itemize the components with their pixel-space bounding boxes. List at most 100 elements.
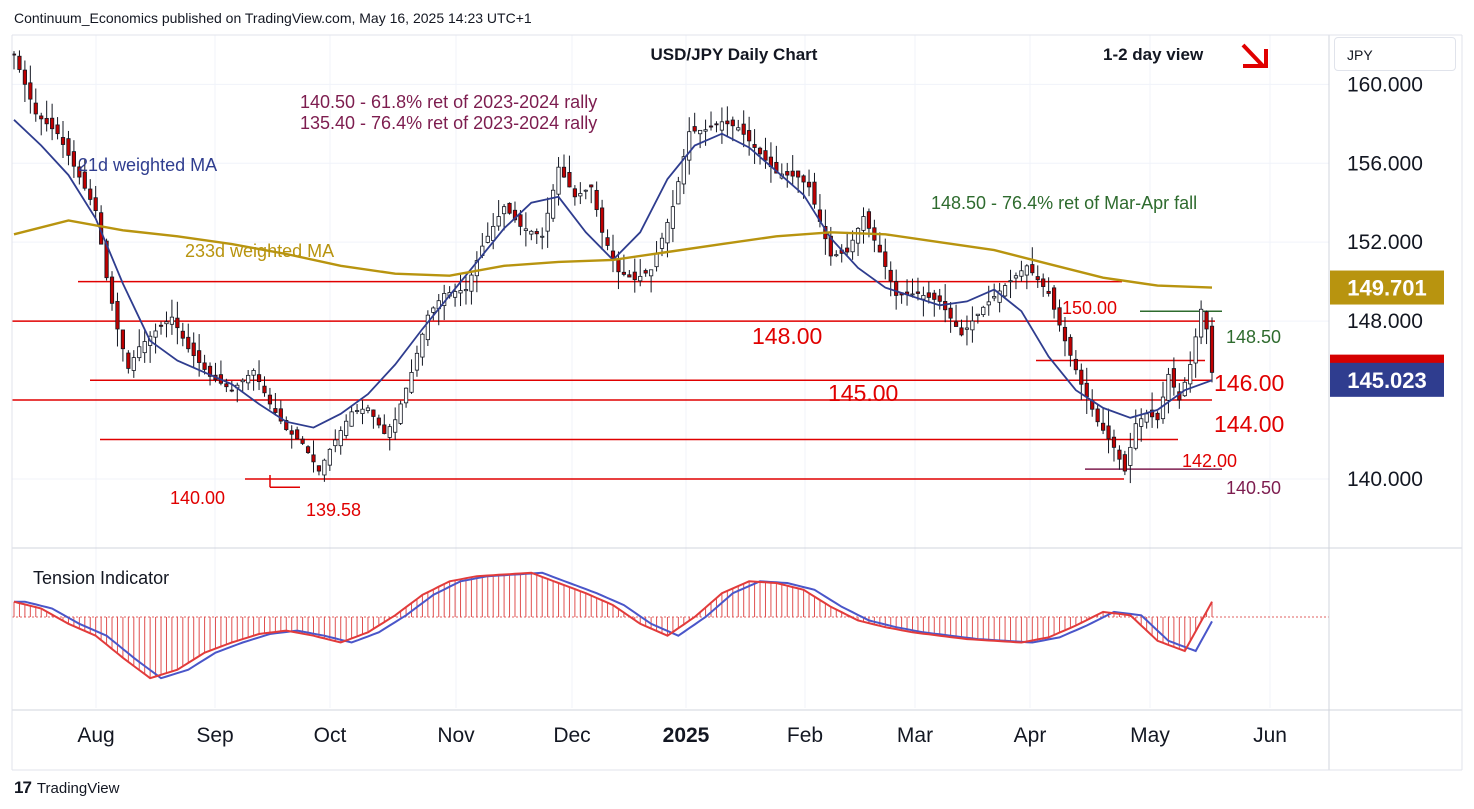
candle-body: [1150, 409, 1155, 418]
level-150-label: 150.00: [1062, 298, 1117, 318]
y-tick-label: 156.000: [1347, 152, 1423, 175]
candle-body: [142, 341, 147, 354]
candle-body: [986, 301, 991, 306]
candle-body: [409, 371, 414, 393]
candle-body: [583, 189, 588, 192]
candle-body: [311, 454, 316, 463]
candle-body: [551, 189, 556, 219]
level-13958-label: 139.58: [306, 500, 361, 520]
ma233-label: 233d weighted MA: [185, 241, 334, 261]
publisher-header: Continuum_Economics published on Trading…: [14, 10, 532, 26]
x-tick-label: Apr: [1014, 724, 1047, 747]
candle-body: [828, 235, 833, 257]
candle-body: [1019, 270, 1024, 277]
candle-body: [605, 237, 610, 246]
ma233-line: [13, 219, 1213, 289]
candle-body: [714, 123, 719, 126]
indicator-title: Tension Indicator: [33, 568, 169, 588]
candle-body: [256, 374, 262, 383]
chart-title: USD/JPY Daily Chart: [651, 45, 818, 64]
candle-body: [1002, 285, 1008, 297]
candle-body: [333, 439, 338, 447]
candle-body: [349, 411, 354, 427]
x-tick-label: 2025: [663, 724, 710, 747]
y-tick-label: 152.000: [1347, 231, 1423, 254]
axes: 160.000 156.000 152.000 148.000 140.000 Aug Se…: [11, 34, 1463, 771]
candle-body: [719, 121, 724, 131]
candle-body: [594, 189, 599, 211]
candle-body: [365, 407, 371, 411]
candle-body: [186, 336, 191, 350]
candle-body: [1209, 325, 1215, 373]
candle-body: [752, 144, 757, 148]
candle-body: [665, 222, 670, 244]
candle-body: [55, 124, 60, 135]
candle-body: [496, 216, 501, 227]
candle-body: [452, 291, 458, 298]
candle-body: [316, 465, 322, 472]
x-tick-label: Sep: [196, 724, 233, 747]
level-1405-label: 140.50: [1226, 478, 1281, 498]
candle-body: [1155, 412, 1160, 421]
candle-body: [66, 138, 71, 156]
candle-body: [708, 125, 714, 128]
candle-body: [953, 321, 959, 327]
candle-body: [1046, 290, 1051, 294]
price-label-ma233-bg: [1330, 270, 1444, 305]
candle-body: [774, 161, 779, 174]
candle-body: [50, 117, 55, 130]
tradingview-mark-icon: 17: [14, 778, 32, 797]
candle-body: [790, 170, 795, 177]
candle-body: [959, 327, 964, 336]
candle-body: [981, 306, 986, 316]
y-tick-label: 160.000: [1347, 73, 1423, 96]
candle-body: [578, 193, 583, 197]
candle-body: [540, 235, 545, 238]
candle-body: [1101, 422, 1106, 431]
candle-body: [305, 446, 311, 454]
candle-body: [921, 295, 926, 300]
candle-body: [387, 426, 392, 438]
level-140-label: 140.00: [170, 488, 225, 508]
candle-body: [240, 379, 245, 383]
candle-body: [120, 329, 125, 350]
candle-body: [262, 385, 267, 394]
x-tick-label: Feb: [787, 724, 823, 747]
currency-selector[interactable]: JPY: [1334, 37, 1456, 71]
candle-body: [22, 69, 27, 85]
candle-body: [638, 275, 643, 282]
candle-body: [556, 166, 561, 195]
tension-indicator-plot: [12, 571, 1329, 680]
candle-body: [915, 291, 921, 294]
candle-body: [937, 295, 942, 302]
candle-body: [1084, 382, 1089, 398]
candle-body: [1144, 413, 1149, 423]
candle-body: [1035, 276, 1040, 281]
candle-body: [687, 131, 692, 161]
candle-body: [725, 120, 730, 125]
candle-body: [1013, 275, 1019, 279]
candle-body: [970, 320, 975, 331]
candle-body: [169, 316, 175, 325]
candle-body: [109, 276, 115, 304]
candle-body: [545, 212, 550, 232]
price-label-ma233: 149.701: [1347, 276, 1427, 301]
candle-body: [1193, 336, 1198, 364]
tradingview-logo[interactable]: 17 TradingView: [14, 778, 119, 798]
horizontal-levels: [12, 280, 1222, 488]
x-tick-label: Nov: [437, 724, 475, 747]
candle-body: [322, 459, 327, 476]
candle-body: [561, 166, 567, 178]
candle-body: [207, 365, 213, 377]
candle-body: [1051, 287, 1057, 310]
candle-body: [17, 55, 22, 70]
candle-body: [28, 82, 33, 100]
candle-body: [60, 137, 66, 145]
candle-body: [77, 166, 82, 178]
candle-body: [1133, 423, 1138, 449]
candle-body: [992, 296, 997, 299]
candle-body: [681, 156, 686, 185]
candle-body: [115, 301, 120, 330]
candle-body: [344, 420, 349, 436]
